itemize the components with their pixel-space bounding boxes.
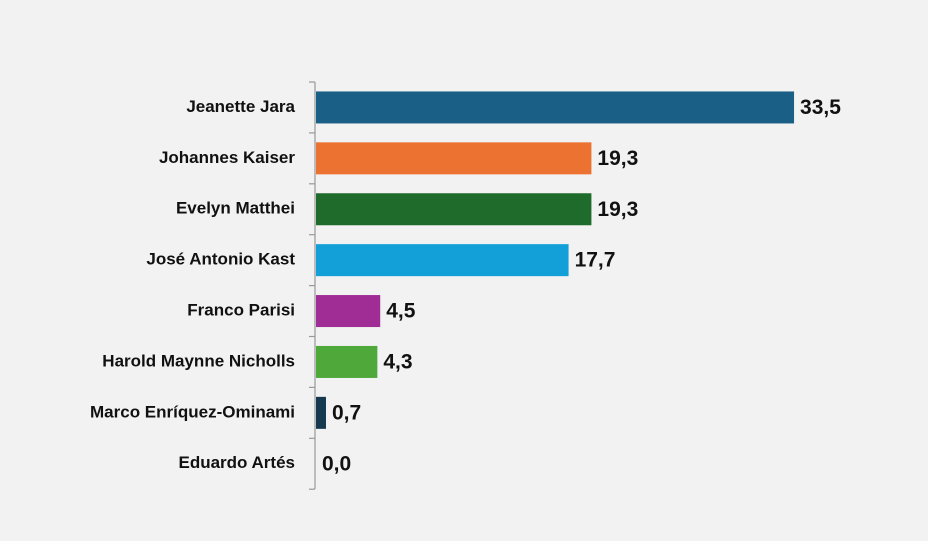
bar: [316, 142, 592, 175]
value-label: 4,3: [383, 350, 412, 373]
category-label: Harold Maynne Nicholls: [102, 351, 295, 370]
category-label: José Antonio Kast: [146, 250, 295, 269]
category-label: Franco Parisi: [187, 301, 295, 320]
value-label: 0,0: [322, 452, 351, 475]
value-label: 0,7: [332, 401, 361, 424]
category-label: Johannes Kaiser: [159, 148, 295, 167]
category-label: Jeanette Jara: [186, 97, 295, 116]
bar: [316, 396, 326, 429]
category-label: Marco Enríquez-Ominami: [90, 402, 295, 421]
bar: [316, 91, 795, 124]
value-label: 17,7: [575, 249, 616, 272]
category-label: Eduardo Artés: [178, 453, 295, 472]
bar: [316, 244, 569, 277]
value-label: 19,3: [597, 147, 638, 170]
category-label: Evelyn Matthei: [176, 199, 295, 218]
bar: [316, 345, 378, 378]
value-label: 19,3: [597, 198, 638, 221]
bar: [316, 295, 381, 328]
bar: [316, 193, 592, 226]
value-label: 33,5: [800, 96, 841, 119]
value-label: 4,5: [386, 300, 416, 323]
